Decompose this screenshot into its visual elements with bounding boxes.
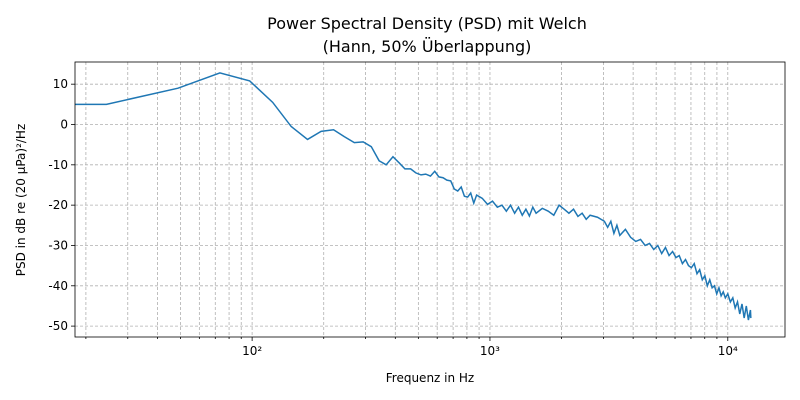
y-tick-label: -30 — [48, 238, 68, 252]
y-axis-label: PSD in dB re (20 µPa)²/Hz — [14, 124, 28, 277]
x-axis-label: Frequenz in Hz — [386, 371, 474, 385]
y-tick-label: -10 — [48, 158, 68, 172]
data-line — [75, 72, 752, 321]
y-tick-label: 10 — [53, 77, 68, 91]
x-tick-label: 10² — [242, 344, 262, 358]
chart-title: Power Spectral Density (PSD) mit Welch — [267, 14, 587, 33]
y-tick-label: -20 — [48, 198, 68, 212]
plot-area — [75, 72, 752, 321]
chart-subtitle: (Hann, 50% Überlappung) — [323, 37, 532, 56]
x-tick-label: 10³ — [480, 344, 500, 358]
x-tick-label: 10⁴ — [718, 344, 738, 358]
y-tick-label: 0 — [60, 118, 68, 132]
y-tick-label: -40 — [48, 279, 68, 293]
y-tick-label: -50 — [48, 319, 68, 333]
plot-frame — [74, 61, 786, 338]
